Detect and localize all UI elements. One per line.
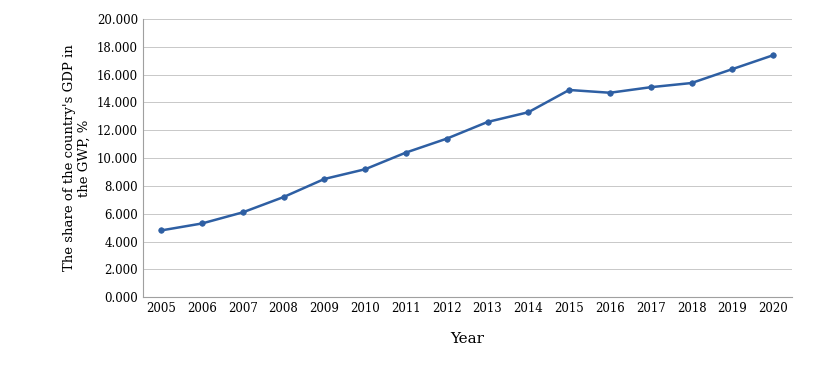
X-axis label: Year: Year (450, 332, 484, 346)
Y-axis label: The share of the country's GDP in
the GWP, %: The share of the country's GDP in the GW… (64, 45, 91, 272)
